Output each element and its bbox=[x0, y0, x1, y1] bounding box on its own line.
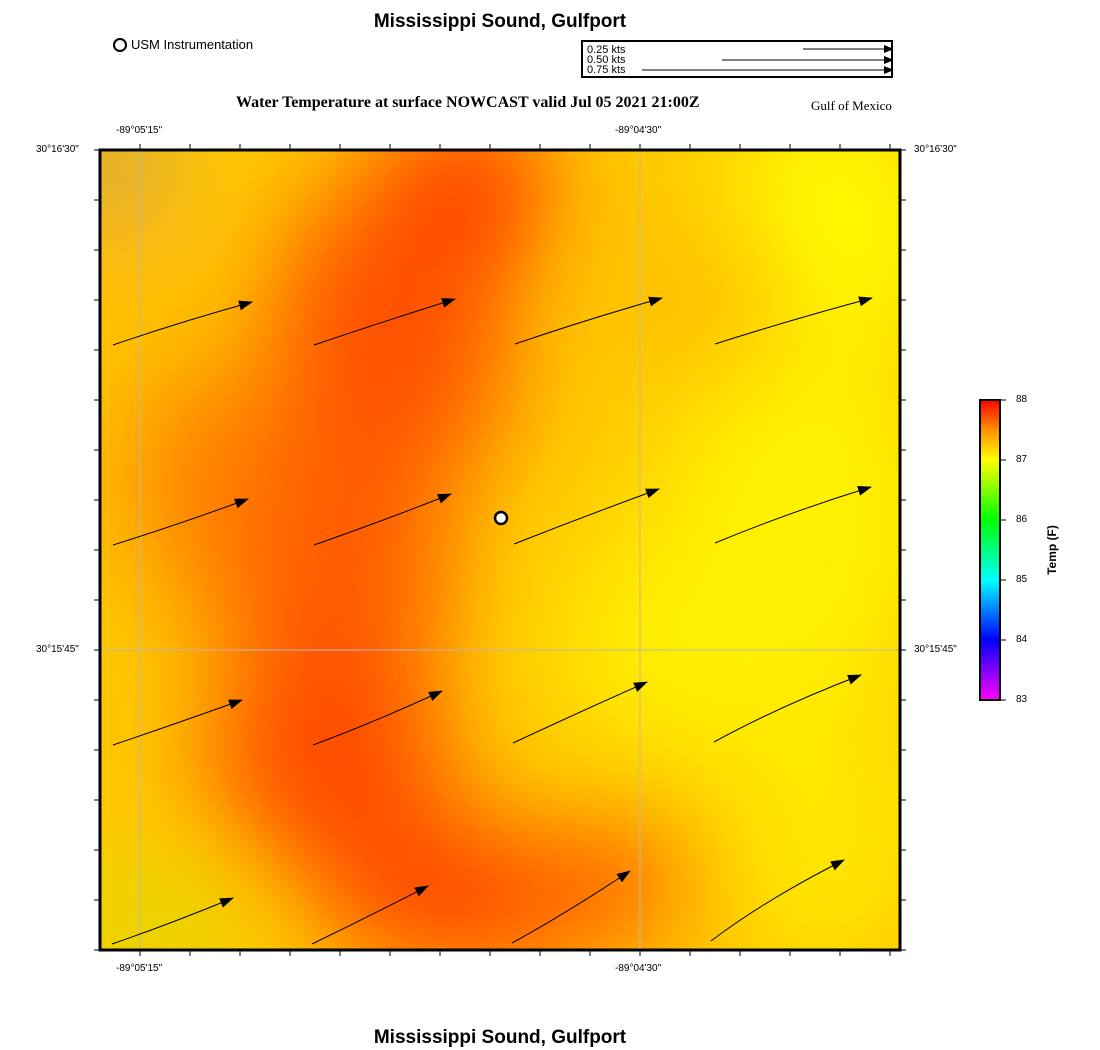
colorbar-tick-label: 86 bbox=[1016, 514, 1028, 525]
station-marker-icon bbox=[113, 37, 127, 52]
current-arrow-icon bbox=[513, 488, 660, 545]
current-arrow-icon bbox=[713, 674, 862, 743]
current-arrow-icon bbox=[514, 296, 663, 345]
current-arrow-icon bbox=[313, 493, 452, 546]
current-vectors bbox=[111, 296, 873, 945]
colorbar bbox=[979, 399, 1001, 701]
station-legend-label: USM Instrumentation bbox=[131, 37, 254, 52]
current-arrow-icon bbox=[312, 690, 443, 746]
current-arrow-icon bbox=[111, 897, 234, 945]
lon-label-bottom: -89°04'30" bbox=[615, 963, 662, 974]
colorbar-tick-label: 87 bbox=[1016, 454, 1028, 465]
current-arrow-icon bbox=[714, 296, 873, 345]
current-arrow-icon bbox=[112, 498, 249, 546]
current-arrow-icon bbox=[311, 885, 429, 945]
usm-station-marker bbox=[493, 510, 509, 526]
map-footer-title: Mississippi Sound, Gulfport bbox=[373, 1027, 627, 1048]
vector-scale-label: 0.75 kts bbox=[587, 64, 626, 76]
vector-scale-arrows bbox=[642, 45, 893, 74]
vector-scale-legend: 0.25 kts 0.50 kts 0.75 kts bbox=[581, 40, 893, 78]
lat-label-left: 30°16'30" bbox=[36, 144, 79, 155]
temperature-field bbox=[100, 150, 900, 950]
lon-label-top: -89°04'30" bbox=[615, 125, 662, 136]
map-title: Mississippi Sound, Gulfport bbox=[373, 11, 627, 32]
station-legend: USM Instrumentation bbox=[113, 37, 253, 52]
current-arrow-icon bbox=[710, 859, 845, 942]
lat-label-right: 30°15'45" bbox=[914, 644, 957, 655]
map-subtitle: Water Temperature at surface NOWCAST val… bbox=[236, 94, 700, 111]
colorbar-title: Temp (F) bbox=[1045, 525, 1059, 575]
current-arrow-icon bbox=[112, 300, 253, 346]
current-arrow-icon bbox=[112, 699, 243, 746]
lon-label-bottom: -89°05'15" bbox=[116, 963, 163, 974]
vector-scale-label: 0.25 kts bbox=[587, 44, 626, 56]
region-label: Gulf of Mexico bbox=[811, 98, 892, 113]
current-arrow-icon bbox=[511, 870, 631, 944]
current-arrow-icon bbox=[512, 681, 648, 744]
lat-label-left: 30°15'45" bbox=[36, 644, 79, 655]
colorbar-tick-label: 85 bbox=[1016, 574, 1028, 585]
vector-scale-label: 0.50 kts bbox=[587, 54, 626, 66]
current-arrow-icon bbox=[313, 298, 456, 346]
colorbar-tick-label: 84 bbox=[1016, 634, 1028, 645]
current-arrow-icon bbox=[714, 486, 872, 544]
colorbar-tick-label: 83 bbox=[1016, 694, 1028, 705]
lat-label-right: 30°16'30" bbox=[914, 144, 957, 155]
colorbar-ticks bbox=[1000, 399, 1006, 701]
frame-ticks bbox=[94, 144, 906, 956]
lon-label-top: -89°05'15" bbox=[116, 125, 163, 136]
colorbar-tick-label: 88 bbox=[1016, 394, 1028, 405]
